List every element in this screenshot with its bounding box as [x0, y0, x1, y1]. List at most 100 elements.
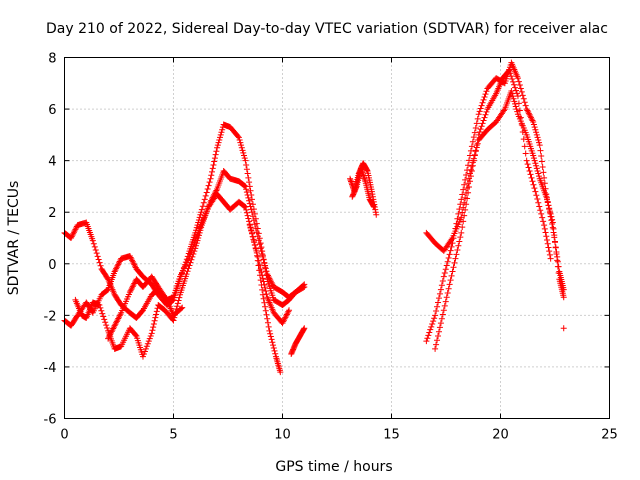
data-point — [438, 282, 445, 289]
x-tick-label: 25 — [601, 428, 618, 443]
data-point — [542, 229, 549, 236]
data-point — [526, 167, 533, 174]
data-point — [103, 287, 110, 294]
data-point — [476, 108, 483, 115]
data-point — [110, 325, 117, 332]
data-point — [96, 259, 103, 266]
data-point — [111, 268, 118, 275]
y-tick-label: -2 — [44, 309, 57, 324]
data-point — [433, 308, 440, 315]
data-point — [71, 227, 78, 234]
data-point — [148, 330, 155, 337]
data-point — [439, 277, 446, 284]
data-point — [475, 131, 482, 138]
data-point — [517, 85, 524, 92]
data-point — [461, 181, 468, 188]
data-point — [552, 244, 559, 251]
data-point — [438, 315, 445, 322]
data-point — [442, 266, 449, 273]
data-point — [439, 311, 446, 318]
data-point — [267, 333, 274, 340]
data-point — [440, 307, 447, 314]
data-point — [174, 300, 181, 307]
data-point — [521, 99, 528, 106]
data-point — [247, 187, 254, 194]
data-point — [423, 338, 430, 345]
data-point — [195, 219, 202, 226]
data-point — [448, 272, 455, 279]
y-tick-label: 0 — [48, 258, 56, 273]
data-point — [250, 206, 257, 213]
data-point — [143, 343, 150, 350]
data-point — [459, 191, 466, 198]
data-point — [546, 248, 553, 255]
y-tick-label: -4 — [44, 361, 57, 376]
data-point — [449, 240, 456, 247]
data-point — [551, 234, 558, 241]
data-point — [524, 161, 531, 168]
data-point — [517, 114, 524, 121]
data-point — [426, 329, 433, 336]
data-point — [205, 182, 212, 189]
data-point — [181, 261, 188, 268]
data-point — [455, 242, 462, 249]
data-point — [246, 200, 253, 207]
data-point — [246, 197, 253, 204]
data-point — [146, 335, 153, 342]
data-point — [509, 75, 516, 82]
data-point — [467, 173, 474, 180]
data-point — [101, 316, 108, 323]
series-trace-b — [61, 121, 308, 329]
data-point — [203, 189, 210, 196]
data-point — [153, 311, 160, 318]
data-point — [243, 209, 250, 216]
data-point — [452, 225, 459, 232]
data-point — [371, 204, 378, 211]
data-point — [261, 299, 268, 306]
data-point — [257, 245, 264, 252]
data-point — [111, 322, 118, 329]
y-axis-ticks: -6 -4 -2 0 2 4 6 8 — [44, 52, 610, 428]
data-point — [511, 81, 518, 88]
data-point — [446, 251, 453, 258]
data-point — [443, 294, 450, 301]
data-point — [219, 126, 226, 133]
data-point — [277, 369, 284, 376]
data-point — [465, 162, 472, 169]
data-point — [535, 170, 542, 177]
data-point — [113, 264, 120, 271]
data-point — [127, 287, 134, 294]
data-point — [546, 209, 553, 216]
data-point — [234, 133, 241, 140]
data-point — [476, 128, 483, 135]
data-point — [543, 191, 550, 198]
data-point — [461, 212, 468, 219]
data-point — [150, 320, 157, 327]
data-point — [301, 325, 308, 332]
data-point — [528, 116, 535, 123]
data-point — [69, 232, 76, 239]
data-point — [483, 108, 490, 115]
data-point — [251, 210, 258, 217]
data-point — [185, 265, 192, 272]
data-point — [73, 224, 80, 231]
data-point — [471, 152, 478, 159]
data-point — [116, 312, 123, 319]
data-point — [447, 247, 454, 254]
data-point — [540, 218, 547, 225]
data-point — [472, 124, 479, 131]
data-point — [187, 259, 194, 266]
data-point — [209, 168, 216, 175]
data-point — [450, 235, 457, 242]
data-point — [512, 100, 519, 107]
data-point — [373, 211, 380, 218]
data-point — [285, 308, 292, 315]
data-point — [192, 245, 199, 252]
data-point — [117, 311, 124, 318]
data-point — [132, 332, 139, 339]
data-point — [68, 235, 75, 241]
data-point — [549, 224, 556, 231]
data-point — [254, 257, 261, 264]
data-point — [536, 142, 543, 149]
data-point — [114, 262, 121, 269]
